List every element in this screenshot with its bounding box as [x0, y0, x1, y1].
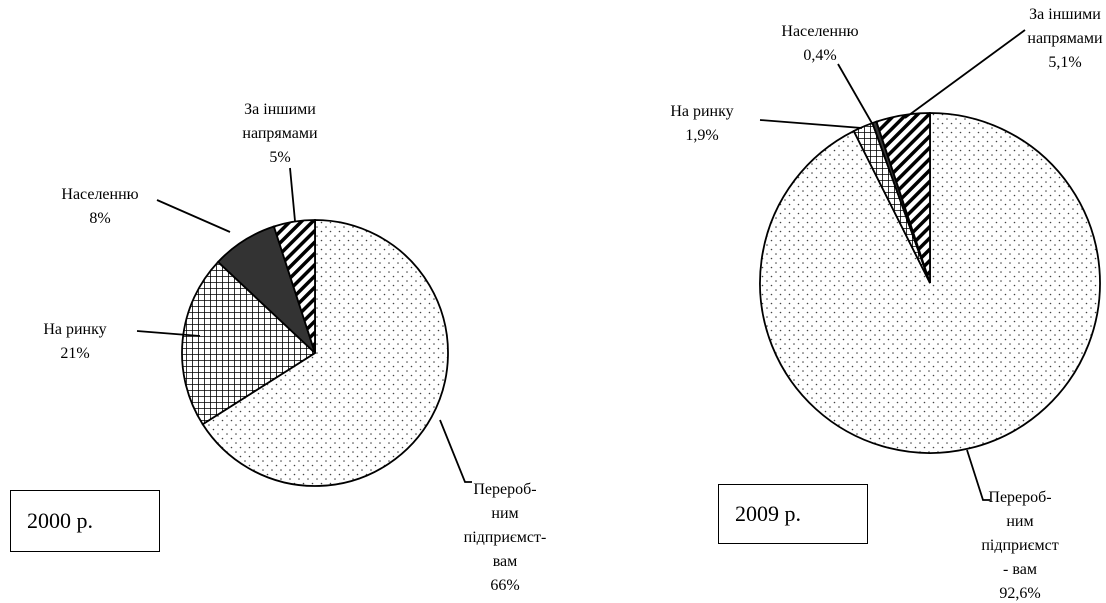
leader-line: [837, 63, 874, 126]
value-label: 66%: [490, 577, 520, 594]
category-label: Населенню: [61, 186, 139, 203]
value-label: 5%: [269, 149, 291, 166]
leader-line: [759, 119, 863, 129]
slice-label: На ринку 1,9%: [670, 100, 733, 148]
value-label: 1,9%: [685, 127, 719, 144]
pie-slice: [875, 112, 931, 284]
category-label: За іншими напрямами: [242, 101, 318, 142]
value-label: 5,1%: [1048, 54, 1082, 71]
pie-slice: [181, 260, 317, 426]
leader-line: [136, 330, 201, 337]
category-label: На ринку: [43, 321, 107, 338]
pie-slice: [201, 219, 449, 487]
value-label: 21%: [60, 345, 90, 362]
category-label: На ринку: [670, 103, 734, 120]
category-label: За іншими напрямами: [1027, 6, 1103, 47]
slice-label: Населенню 0,4%: [781, 20, 858, 68]
slice-label: За іншими напрямами 5,1%: [1027, 3, 1102, 75]
leader-line: [966, 449, 990, 501]
slice-label: За іншими напрямами 5%: [242, 98, 317, 170]
pie-slice: [272, 219, 316, 354]
slice-label: Перероб- ним підприємст - вам 92,6%: [981, 486, 1058, 603]
value-label: 0,4%: [803, 47, 837, 64]
leader-line: [904, 29, 1026, 119]
slice-label: На ринку 21%: [43, 318, 106, 366]
year-label: 2000 р.: [10, 490, 160, 552]
category-label: Перероб- ним підприємст - вам: [981, 489, 1059, 578]
leader-line: [439, 419, 472, 483]
category-label: Населенню: [781, 23, 859, 40]
year-label: 2009 р.: [718, 484, 868, 544]
value-label: 92,6%: [999, 585, 1041, 602]
leader-line: [289, 167, 296, 222]
slice-label: Населенню 8%: [61, 183, 138, 231]
slice-label: Перероб- ним підприємст- вам 66%: [464, 478, 547, 598]
category-label: Перероб- ним підприємст- вам: [463, 481, 547, 570]
value-label: 8%: [89, 210, 111, 227]
leader-line: [156, 199, 231, 233]
